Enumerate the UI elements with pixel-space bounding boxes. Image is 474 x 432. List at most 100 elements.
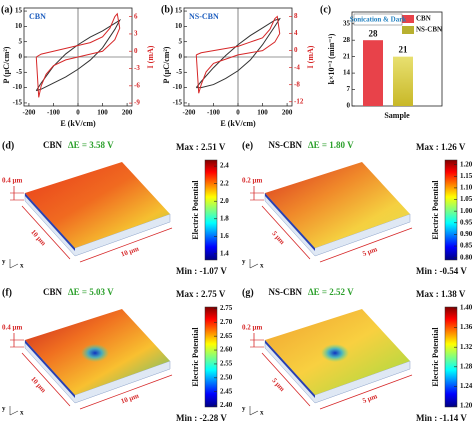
- panel-label: (g): [242, 287, 254, 298]
- colorbar-tick-label: 1.00: [460, 207, 473, 215]
- panel-label: (c): [320, 4, 331, 15]
- max-label: Max : 1.38 V: [416, 289, 466, 299]
- min-label: Min : -0.54 V: [416, 266, 467, 276]
- scale-x-label: 5 μm: [361, 392, 378, 405]
- map-panel: (g) NS-CBN ΔE = 2.52 V Max : 1.38 V Min : -1…: [242, 287, 473, 423]
- sample-name: NS-CBN: [268, 140, 302, 150]
- max-label: Max : 1.26 V: [416, 142, 466, 152]
- colorbar-tick-label: 0.85: [460, 242, 473, 250]
- scale-arrow: [319, 374, 413, 410]
- colorbar-tick-label: 1.40: [460, 304, 473, 312]
- bar: [393, 56, 413, 106]
- bar-value-label: 28: [369, 28, 379, 38]
- y-tick-label: 0: [19, 53, 23, 61]
- min-label: Min : -1.14 V: [416, 413, 467, 423]
- y2-tick-label: 6: [134, 12, 138, 20]
- y2-tick-label: 4: [294, 29, 298, 37]
- chart-title: CBN: [29, 12, 46, 21]
- y-tick-label: 10: [175, 22, 183, 30]
- colorbar-tick-label: 2.50: [220, 373, 233, 381]
- y-tick-label: -10: [13, 83, 23, 91]
- x-axis-label: E (kV/cm): [60, 119, 96, 128]
- colorbar-tick-label: 1.28: [460, 362, 473, 370]
- x-tick-label: 0: [76, 109, 80, 117]
- min-label: Min : -2.28 V: [176, 413, 227, 423]
- colorbar-tick-label: 1.8: [220, 214, 229, 222]
- y-axis-label: P (μC/cm²): [2, 46, 11, 83]
- potential-spot: [321, 344, 349, 362]
- bar: [363, 40, 383, 107]
- delta-e: ΔE = 3.58 V: [68, 140, 114, 150]
- y-axis-label: k×10⁻³ (min⁻¹): [327, 33, 336, 84]
- y2-tick-label: -9: [134, 99, 140, 107]
- y2-tick-label: -8: [294, 80, 300, 88]
- min-label: Min : -1.07 V: [176, 266, 227, 276]
- colorbar-label: Electric Potential: [191, 327, 200, 387]
- max-label: Max : 2.75 V: [176, 289, 226, 299]
- chart-title: NS-CBN: [189, 12, 219, 21]
- y-tick-label: 0: [347, 102, 351, 110]
- axis-x-label: x: [260, 262, 264, 270]
- y2-tick-label: -3: [134, 64, 140, 72]
- y-tick-label: 28: [343, 36, 351, 44]
- axis-icon: [249, 263, 259, 269]
- legend-swatch: [402, 26, 414, 34]
- thickness-label: 0.2 μm: [242, 324, 262, 332]
- panel-label: (b): [161, 4, 173, 15]
- scale-arrow: [21, 205, 71, 260]
- colorbar-tick-label: 2.75: [220, 304, 233, 312]
- axis-icon: [9, 263, 19, 269]
- x-tick-label: 200: [122, 109, 133, 117]
- x-axis-label: Sample: [384, 111, 410, 120]
- y2-tick-label: -4: [294, 63, 300, 71]
- x-tick-label: 100: [257, 109, 268, 117]
- thickness-label: 0.4 μm: [2, 177, 22, 185]
- y2-axis-label: I (mA): [306, 45, 315, 68]
- y-tick-label: 5: [179, 37, 183, 45]
- y-axis-label: P (μC/cm²): [162, 46, 171, 83]
- potential-surface: [265, 162, 410, 248]
- y-tick-label: 35: [343, 19, 351, 27]
- scale-x-label: 10 μm: [120, 245, 140, 259]
- colorbar-tick-label: 1.15: [460, 172, 473, 180]
- colorbar-tick-label: 0.80: [460, 253, 473, 261]
- legend-label: CBN: [416, 15, 431, 23]
- colorbar-tick-label: 1.32: [460, 343, 473, 351]
- colorbar-tick-label: 1.6: [220, 232, 229, 240]
- panel-label: (d): [2, 140, 14, 151]
- delta-e: ΔE = 5.03 V: [68, 287, 114, 297]
- colorbar-tick-label: 1.20: [460, 160, 473, 168]
- colorbar-label: Electric Potential: [431, 327, 440, 387]
- bar-value-label: 21: [399, 45, 409, 55]
- loop-line: [195, 17, 281, 89]
- y2-tick-label: 0: [134, 47, 138, 55]
- sample-edge: [265, 193, 315, 251]
- scale-arrow: [79, 227, 173, 263]
- sample-name: NS-CBN: [268, 287, 302, 297]
- y-tick-label: -5: [176, 68, 182, 76]
- y-tick-label: 0: [179, 53, 183, 61]
- axis-x-label: x: [20, 409, 24, 417]
- chart-title: Sonication & Dark: [350, 16, 407, 24]
- scale-y-label: 5 μm: [270, 229, 286, 246]
- colorbar-tick-label: 1.10: [460, 184, 473, 192]
- scale-arrow: [261, 205, 311, 260]
- axis-y-label: y: [2, 258, 6, 266]
- y-tick-label: -15: [13, 99, 23, 107]
- panel-label: (e): [242, 140, 253, 151]
- colorbar-tick-label: 2.45: [220, 387, 233, 395]
- sample-name: CBN: [43, 140, 63, 150]
- y2-tick-label: -12: [294, 97, 304, 105]
- y-tick-label: 10: [15, 22, 23, 30]
- colorbar-tick-label: 2.4: [220, 162, 229, 170]
- axis-y-label: y: [242, 405, 246, 413]
- max-label: Max : 2.51 V: [176, 142, 226, 152]
- scale-arrow: [21, 352, 71, 407]
- y-tick-label: 5: [19, 37, 23, 45]
- panel-label: (f): [2, 287, 12, 298]
- y2-tick-label: -6: [134, 81, 140, 89]
- scale-y-label: 5 μm: [270, 376, 286, 393]
- colorbar-tick-label: 2.40: [220, 401, 233, 409]
- colorbar: [444, 306, 458, 408]
